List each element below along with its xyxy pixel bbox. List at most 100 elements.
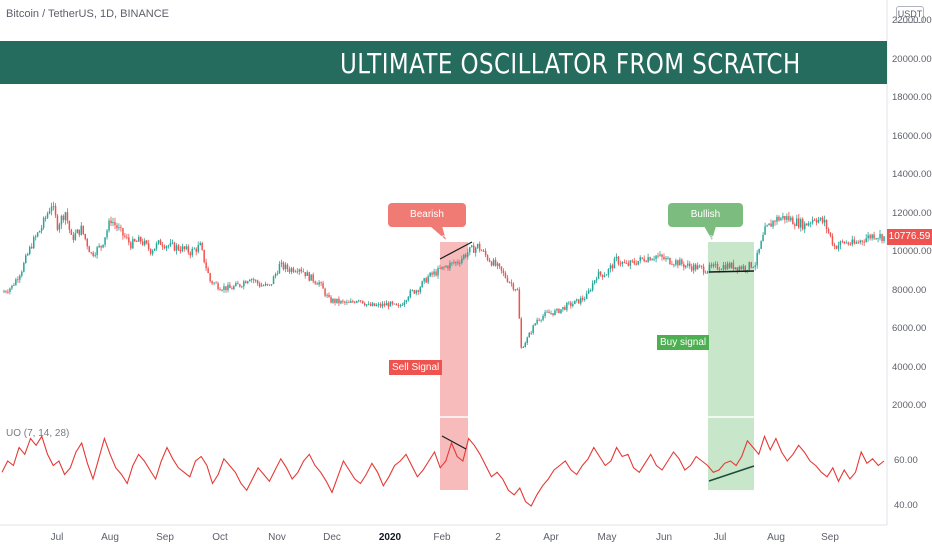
candle-body — [221, 290, 223, 291]
candle-body — [310, 274, 312, 281]
candle-body — [151, 250, 154, 254]
candle-body — [469, 247, 471, 253]
candle-body — [815, 220, 818, 223]
candle-body — [296, 271, 299, 273]
candle-body — [570, 302, 572, 306]
candle-body — [722, 265, 725, 270]
candle-body — [134, 239, 136, 242]
candle-body — [708, 264, 711, 272]
candle-body — [322, 283, 324, 289]
candle-body — [696, 265, 699, 270]
candle-body — [776, 216, 778, 222]
candle-body — [691, 266, 693, 271]
candle-body — [790, 217, 792, 221]
candle-body — [615, 256, 618, 259]
candle-body — [443, 266, 445, 268]
candle-body — [681, 259, 683, 265]
candle-body — [421, 281, 423, 288]
candle-body — [92, 252, 94, 256]
candle-body — [114, 222, 116, 226]
price-tick-label: 4000.00 — [892, 361, 927, 373]
candle-body — [875, 238, 877, 240]
currency-badge[interactable]: USDT — [896, 6, 924, 23]
candle-body — [243, 281, 245, 287]
candle-body — [397, 305, 400, 306]
candle-body — [389, 301, 392, 307]
candle-body — [726, 263, 729, 270]
candle-body — [480, 250, 483, 252]
candle-body — [260, 285, 263, 287]
candle-body — [641, 257, 643, 259]
candle-body — [512, 283, 515, 290]
bearish-callout-pointer — [430, 226, 446, 240]
bullish-callout-pointer — [704, 226, 716, 240]
candle-body — [66, 212, 69, 221]
candle-body — [734, 267, 737, 269]
candle-body — [177, 245, 180, 250]
candle-body — [94, 255, 96, 256]
candle-body — [225, 286, 227, 291]
candle-body — [685, 265, 687, 268]
candle-body — [839, 241, 842, 246]
candle-body — [498, 263, 501, 267]
candle-body — [70, 229, 73, 235]
candle-body — [478, 243, 481, 251]
candle-body — [215, 282, 217, 284]
candle-body — [849, 244, 852, 246]
candle-body — [373, 303, 376, 306]
candle-body — [786, 216, 788, 220]
candle-body — [175, 245, 178, 251]
candle-body — [312, 274, 314, 282]
candle-body — [320, 282, 322, 284]
candle-body — [841, 241, 844, 243]
candle-body — [770, 223, 772, 227]
candle-body — [645, 261, 647, 262]
oscillator-label: UO (7, 14, 28) — [6, 428, 70, 439]
candle-body — [865, 238, 867, 242]
candle-body — [593, 280, 596, 284]
candle-body — [23, 262, 25, 272]
candle-body — [825, 219, 828, 229]
candle-body — [554, 310, 556, 315]
candle-body — [5, 291, 7, 293]
candle-body — [197, 245, 199, 252]
candle-body — [78, 229, 80, 235]
bullish-divergence-callout: Bullish divergence — [668, 203, 743, 244]
candle-body — [290, 268, 293, 272]
candle-body — [74, 233, 77, 240]
candle-body — [558, 308, 560, 314]
candle-body — [823, 219, 826, 223]
candle-body — [173, 242, 176, 251]
candle-body — [399, 305, 402, 307]
candle-body — [272, 276, 275, 284]
candle-body — [437, 267, 439, 276]
candle-body — [623, 262, 626, 263]
candle-body — [132, 239, 134, 249]
candle-body — [98, 245, 100, 248]
buy-zone — [708, 242, 754, 490]
candle-body — [431, 272, 433, 275]
candle-body — [643, 258, 645, 262]
candle-body — [867, 235, 869, 239]
time-tick-label: Jun — [655, 532, 673, 543]
candle-body — [605, 274, 608, 276]
candle-body — [44, 217, 47, 219]
candle-body — [425, 278, 427, 283]
candle-body — [720, 269, 723, 271]
candle-body — [552, 313, 554, 315]
candle-body — [106, 230, 108, 238]
candle-body — [235, 283, 237, 287]
candle-body — [360, 300, 362, 302]
candle-body — [813, 219, 816, 221]
candle-body — [447, 266, 449, 269]
candle-body — [138, 237, 140, 242]
candle-body — [417, 290, 419, 292]
candle-body — [64, 212, 67, 220]
candle-body — [284, 264, 287, 270]
candle-body — [82, 225, 84, 234]
candle-body — [36, 232, 39, 237]
candle-body — [584, 299, 586, 300]
candle-body — [748, 262, 750, 270]
candle-body — [42, 217, 45, 228]
candle-body — [314, 281, 316, 284]
